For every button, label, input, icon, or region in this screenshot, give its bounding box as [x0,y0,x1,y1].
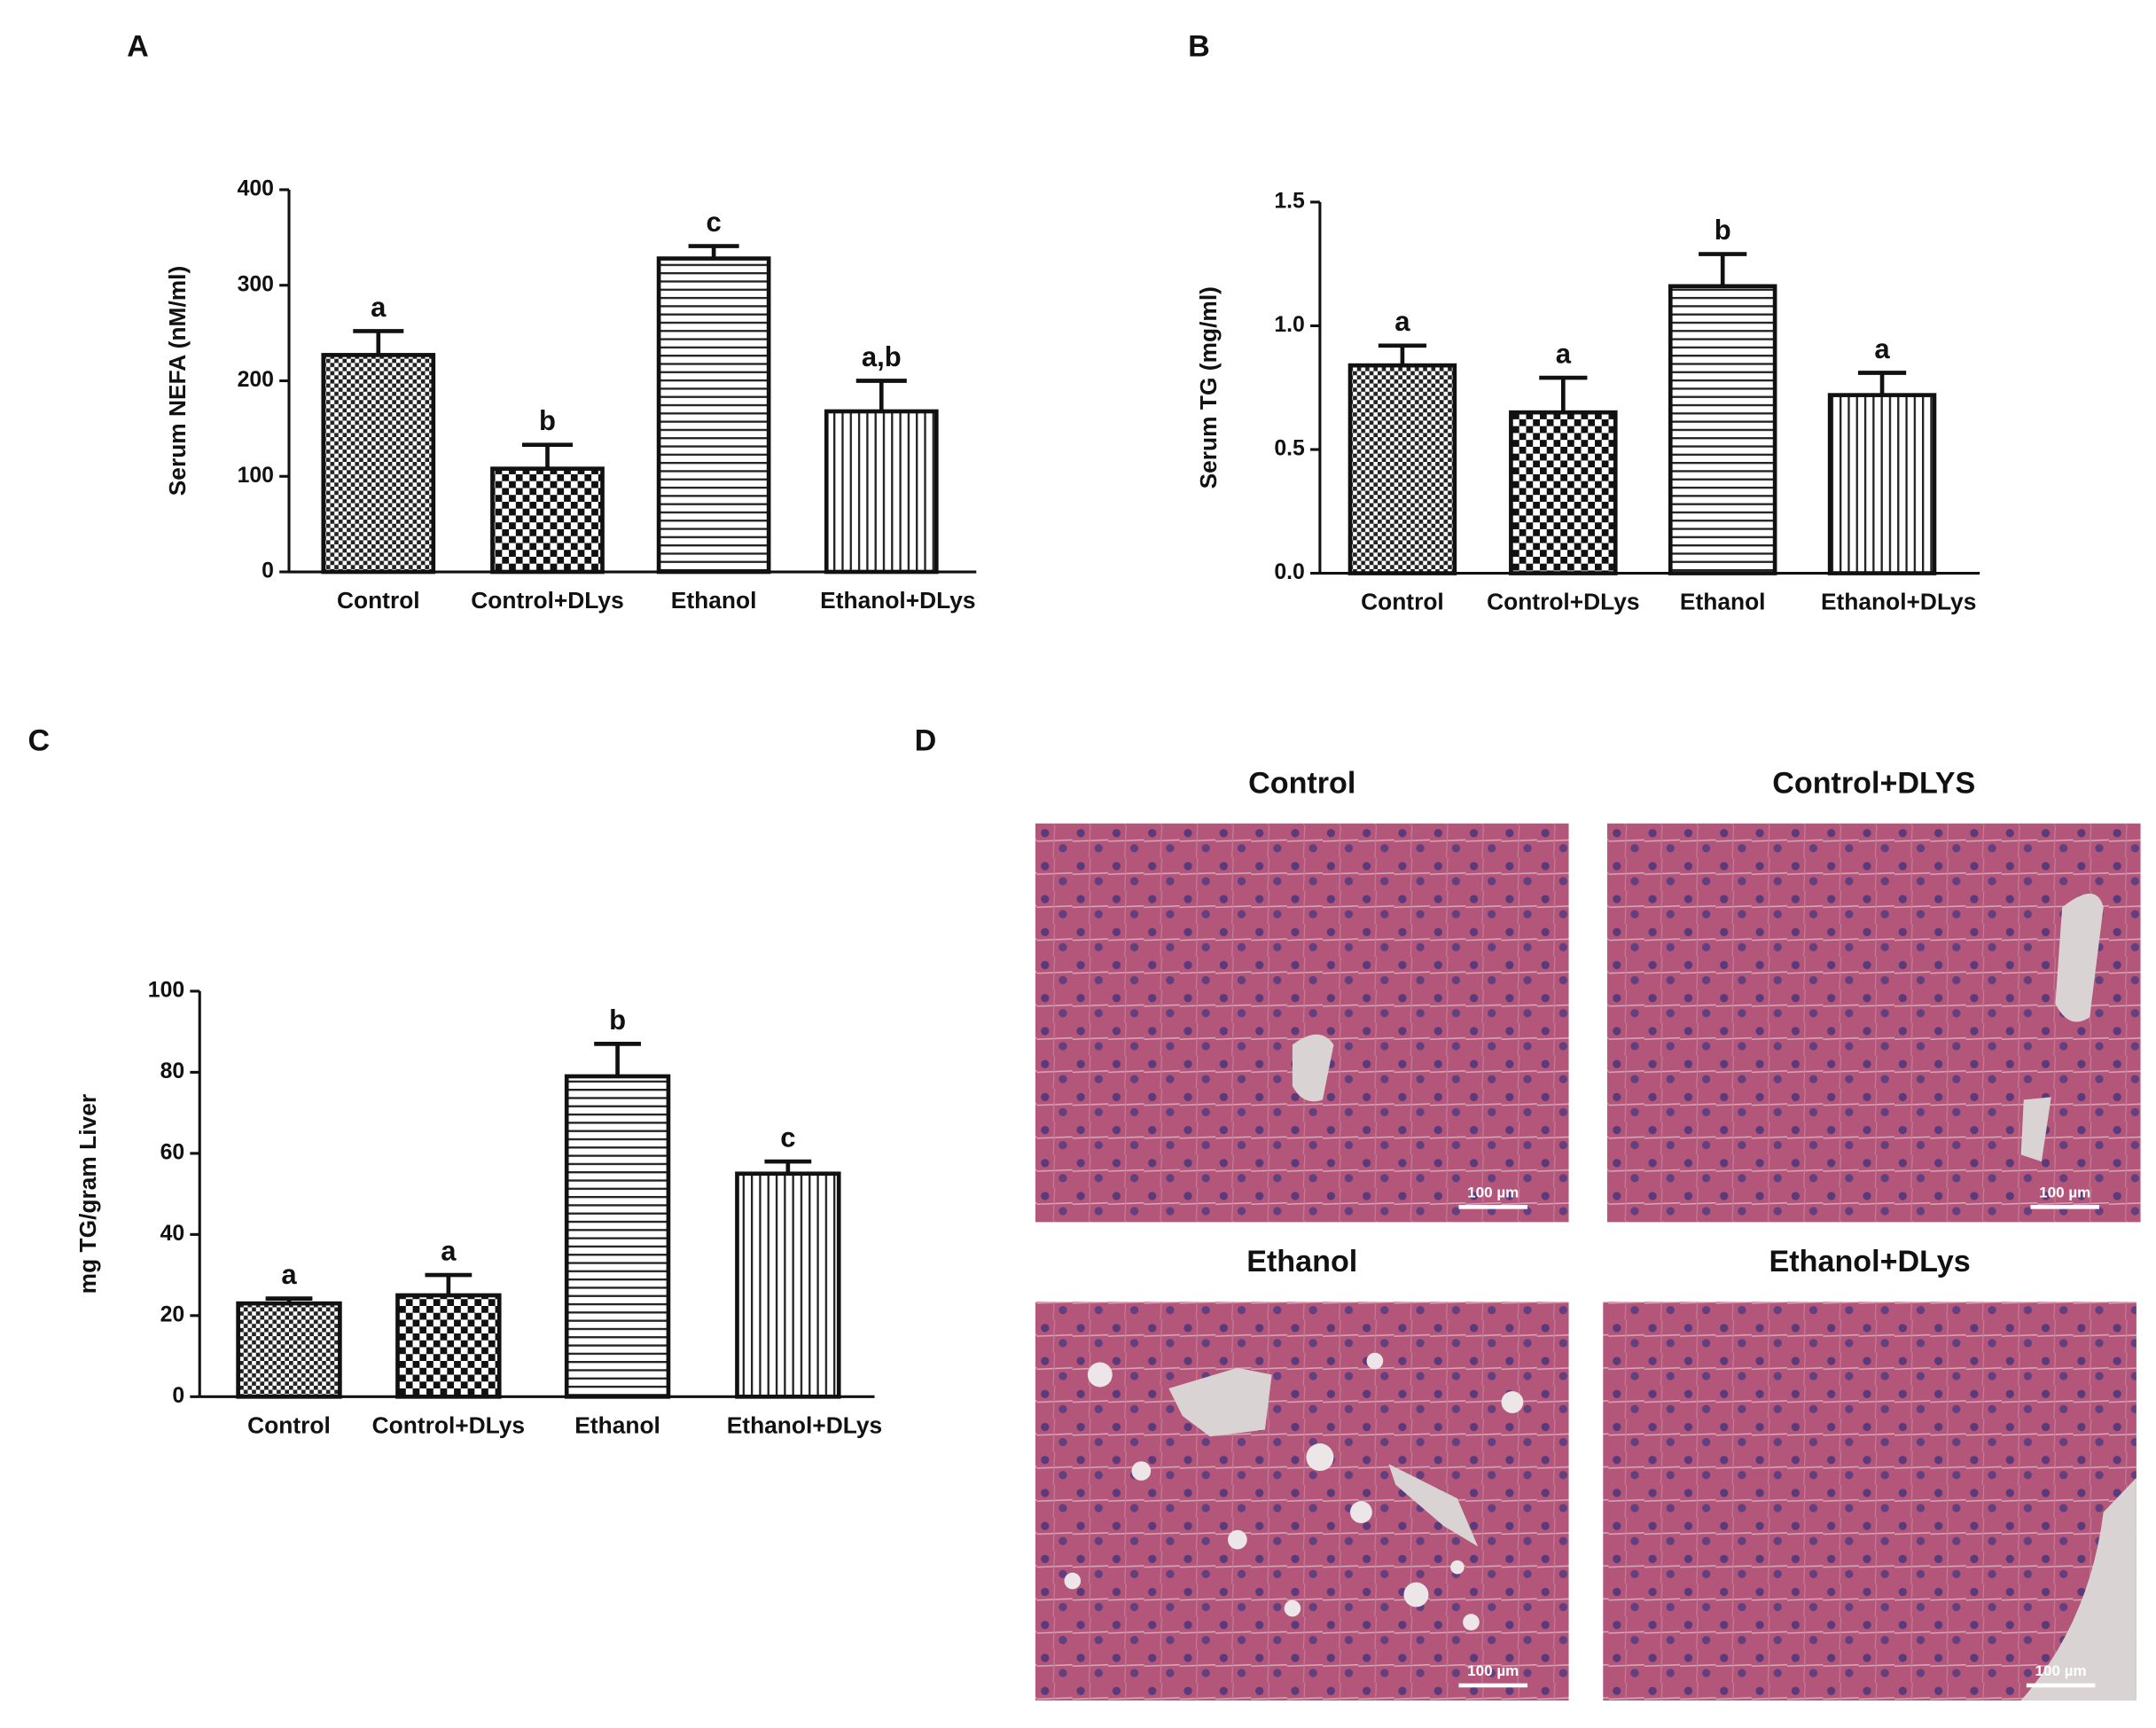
panel-label: C [27,723,50,757]
image-control-dlys [1606,823,2141,1223]
bar [395,1293,502,1399]
y-tick-label: 100 [238,464,274,488]
vessel [2020,1097,2051,1162]
bar [564,1074,671,1399]
significance-letter: a [1874,333,1890,364]
x-tick-label: Control+DLys [372,1411,525,1438]
y-tick-label: 80 [160,1059,185,1083]
image-title: Ethanol+DLys [1769,1245,1971,1278]
x-tick-label: Control [1361,589,1444,615]
y-tick-label: 0 [262,559,274,583]
significance-letter: a,b [862,341,902,372]
y-tick-label: 100 [148,978,184,1002]
significance-letter: a [371,292,387,323]
vessel [2020,1477,2136,1701]
y-tick-label: 400 [238,177,274,201]
x-tick-label: Control+DLys [1487,589,1639,615]
x-tick-label: Ethanol [1680,589,1766,615]
histology [1035,823,2141,1701]
y-tick-label: 0 [172,1384,184,1408]
bar [735,1171,841,1399]
panel-label: B [1188,29,1210,63]
vessel [1292,1034,1334,1102]
bar [490,466,605,575]
x-tick-label: Ethanol [574,1411,660,1438]
significance-letter: c [780,1122,795,1153]
significance-letter: a [1394,306,1410,337]
bar [1509,410,1618,575]
y-tick-label: 0.0 [1274,560,1304,584]
y-axis-label: Serum TG (mg/ml) [1195,286,1222,489]
significance-letter: b [609,1005,626,1036]
panel-label: D [915,723,937,757]
y-tick-label: 40 [160,1222,185,1246]
significance-letter: a [1556,338,1572,369]
bar [656,256,771,575]
y-tick-label: 1.0 [1274,313,1304,337]
y-tick-label: 20 [160,1302,185,1326]
bar [321,353,436,575]
scale-bar-label: 100 µm [2035,1662,2087,1679]
bar [1827,393,1937,575]
image-ethanol-dlys [1603,1302,2136,1701]
image-title: Control+DLYS [1772,766,1975,800]
y-tick-label: 60 [160,1140,185,1164]
significance-letter: c [706,207,721,238]
image-title: Control [1248,766,1355,800]
x-tick-label: Ethanol+DLys [727,1411,882,1438]
x-tick-label: Control [247,1411,331,1438]
bar [824,409,939,575]
vessel [1388,1464,1479,1547]
scale-bar-label: 100 µm [2039,1184,2090,1200]
panel-label: A [127,29,149,63]
significance-letter: b [1715,215,1731,246]
x-tick-label: Ethanol+DLys [820,587,975,614]
x-tick-label: Control [337,587,420,614]
y-axis-label: mg TG/gram Liver [74,1094,101,1294]
vessel [2055,893,2104,1022]
significance-letter: a [281,1259,297,1290]
x-tick-label: Control+DLys [471,587,623,614]
image-control [1035,823,1569,1223]
y-axis-label: Serum NEFA (nM/ml) [164,266,191,497]
y-tick-label: 300 [238,272,274,296]
significance-letter: a [441,1235,457,1266]
x-tick-label: Ethanol [671,587,757,614]
y-tick-label: 0.5 [1274,437,1305,461]
significance-letter: b [539,405,556,436]
vessel [1168,1367,1272,1437]
x-tick-label: Ethanol+DLys [1821,589,1976,615]
bar [236,1301,342,1399]
scale-bar-label: 100 µm [1467,1184,1519,1200]
y-tick-label: 200 [238,368,274,392]
y-tick-label: 1.5 [1274,189,1305,213]
image-title: Ethanol [1246,1245,1357,1278]
bar [1348,363,1457,575]
scale-bar-label: 100 µm [1467,1662,1519,1679]
image-ethanol [1035,1302,1569,1701]
bar [1668,284,1777,575]
vacuoles [1064,1352,1524,1630]
